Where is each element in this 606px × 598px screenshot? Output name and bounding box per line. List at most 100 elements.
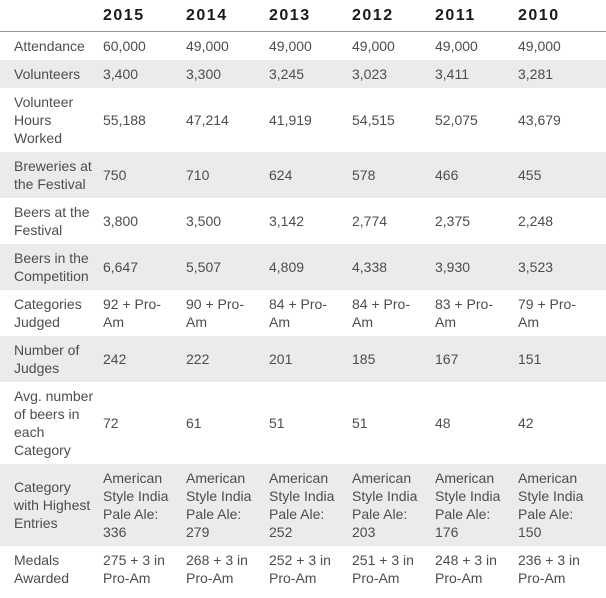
stat-cell: 6,647 xyxy=(103,259,139,275)
stat-cell: 72 xyxy=(103,415,119,431)
stat-cell: 3,930 xyxy=(435,259,471,275)
table-row: Beers in the Competition 6,647 5,507 4,809 4… xyxy=(0,244,606,290)
stat-cell: 41,919 xyxy=(269,112,312,128)
stat-cell: 2,774 xyxy=(352,213,388,229)
table-row: Beers at the Festival 3,800 3,500 3,142 2,77… xyxy=(0,198,606,244)
stat-cell: American Style India Pale Ale: 336 xyxy=(103,470,169,540)
stat-cell: 49,000 xyxy=(518,38,561,54)
stat-cell: American Style India Pale Ale: 176 xyxy=(435,470,501,540)
row-label: Avg. number of beers in each Category xyxy=(14,388,94,458)
row-label: Breweries at the Festival xyxy=(14,158,92,192)
stat-cell: 275 + 3 in Pro-Am xyxy=(103,552,165,586)
stat-cell: 3,523 xyxy=(518,259,554,275)
table-row: Breweries at the Festival 750 710 624 578 466… xyxy=(0,152,606,198)
stat-cell: 90 + Pro-Am xyxy=(186,296,244,330)
stat-cell: American Style India Pale Ale: 252 xyxy=(269,470,335,540)
row-label: Beers at the Festival xyxy=(14,204,90,238)
table-header: 2015 2014 2013 2012 2011 2010 xyxy=(0,0,606,32)
stat-cell: 222 xyxy=(186,351,210,367)
stat-cell: American Style India Pale Ale: 150 xyxy=(518,470,584,540)
stat-cell: 4,338 xyxy=(352,259,388,275)
stat-cell: 84 + Pro-Am xyxy=(352,296,410,330)
stat-cell: 84 + Pro-Am xyxy=(269,296,327,330)
stat-cell: 750 xyxy=(103,167,127,183)
stat-cell: 5,507 xyxy=(186,259,222,275)
stat-cell: 236 + 3 in Pro-Am xyxy=(518,552,580,586)
stat-cell: 42 xyxy=(518,415,534,431)
table-row: Category with Highest Entries American St… xyxy=(0,464,606,546)
stat-cell: 3,142 xyxy=(269,213,305,229)
stat-cell: 252 + 3 in Pro-Am xyxy=(269,552,331,586)
table-row: Number of Judges 242 222 201 185 167 151 xyxy=(0,336,606,382)
stat-cell: 466 xyxy=(435,167,459,183)
stat-cell: American Style India Pale Ale: 279 xyxy=(186,470,252,540)
table-row: Volunteers 3,400 3,300 3,245 3,023 3,411 3,281 xyxy=(0,60,606,88)
stat-cell: American Style India Pale Ale: 203 xyxy=(352,470,418,540)
stat-cell: 201 xyxy=(269,351,293,367)
stat-cell: 710 xyxy=(186,167,210,183)
stat-cell: 4,809 xyxy=(269,259,305,275)
stat-cell: 3,800 xyxy=(103,213,139,229)
table-row: Categories Judged 92 + Pro-Am 90 + Pro-Am 8… xyxy=(0,290,606,336)
stat-cell: 92 + Pro-Am xyxy=(103,296,161,330)
stat-cell: 268 + 3 in Pro-Am xyxy=(186,552,248,586)
stat-cell: 242 xyxy=(103,351,127,367)
stat-cell: 185 xyxy=(352,351,376,367)
year-column-header: 2010 xyxy=(518,0,606,32)
row-label: Volunteer Hours Worked xyxy=(14,94,74,146)
year-column-header: 2014 xyxy=(186,0,269,32)
stat-cell: 60,000 xyxy=(103,38,146,54)
table-row: Avg. number of beers in each Category 72 6… xyxy=(0,382,606,464)
stat-cell: 55,188 xyxy=(103,112,146,128)
stat-cell: 79 + Pro-Am xyxy=(518,296,576,330)
stat-cell: 51 xyxy=(269,415,285,431)
corner-header xyxy=(0,0,103,32)
row-label: Categories Judged xyxy=(14,296,82,330)
stat-cell: 49,000 xyxy=(435,38,478,54)
table-row: Volunteer Hours Worked 55,188 47,214 41,919… xyxy=(0,88,606,152)
header-row: 2015 2014 2013 2012 2011 2010 xyxy=(0,0,606,32)
year-column-header: 2015 xyxy=(103,0,186,32)
stat-cell: 2,248 xyxy=(518,213,554,229)
stat-cell: 3,400 xyxy=(103,66,139,82)
row-label: Attendance xyxy=(14,38,85,54)
row-label: Volunteers xyxy=(14,66,81,82)
stat-cell: 47,214 xyxy=(186,112,229,128)
stat-cell: 52,075 xyxy=(435,112,478,128)
row-label: Category with Highest Entries xyxy=(14,479,91,531)
stat-cell: 51 xyxy=(352,415,368,431)
stat-cell: 167 xyxy=(435,351,459,367)
stat-cell: 49,000 xyxy=(352,38,395,54)
year-column-header: 2013 xyxy=(269,0,352,32)
stat-cell: 578 xyxy=(352,167,376,183)
stat-cell: 48 xyxy=(435,415,451,431)
stat-cell: 251 + 3 in Pro-Am xyxy=(352,552,414,586)
stat-cell: 43,679 xyxy=(518,112,561,128)
stat-cell: 3,245 xyxy=(269,66,305,82)
stat-cell: 54,515 xyxy=(352,112,395,128)
table-row: Medals Awarded 275 + 3 in Pro-Am 268 + 3 i… xyxy=(0,546,606,592)
stat-cell: 3,023 xyxy=(352,66,388,82)
year-column-header: 2012 xyxy=(352,0,435,32)
stat-cell: 624 xyxy=(269,167,293,183)
table-row: Attendance 60,000 49,000 49,000 49,000 49,000… xyxy=(0,32,606,61)
stat-cell: 3,411 xyxy=(435,66,469,82)
stat-cell: 248 + 3 in Pro-Am xyxy=(435,552,497,586)
stat-cell: 3,281 xyxy=(518,66,554,82)
stat-cell: 49,000 xyxy=(269,38,312,54)
stat-cell: 455 xyxy=(518,167,542,183)
table-body: Attendance 60,000 49,000 49,000 49,000 49,000… xyxy=(0,32,606,593)
row-label: Medals Awarded xyxy=(14,552,70,586)
stat-cell: 151 xyxy=(518,351,542,367)
stat-cell: 83 + Pro-Am xyxy=(435,296,493,330)
stat-cell: 3,500 xyxy=(186,213,222,229)
row-label: Beers in the Competition xyxy=(14,250,89,284)
stat-cell: 49,000 xyxy=(186,38,229,54)
year-column-header: 2011 xyxy=(435,0,518,32)
row-label: Number of Judges xyxy=(14,342,80,376)
stat-cell: 3,300 xyxy=(186,66,222,82)
stat-cell: 61 xyxy=(186,415,202,431)
stat-cell: 2,375 xyxy=(435,213,471,229)
